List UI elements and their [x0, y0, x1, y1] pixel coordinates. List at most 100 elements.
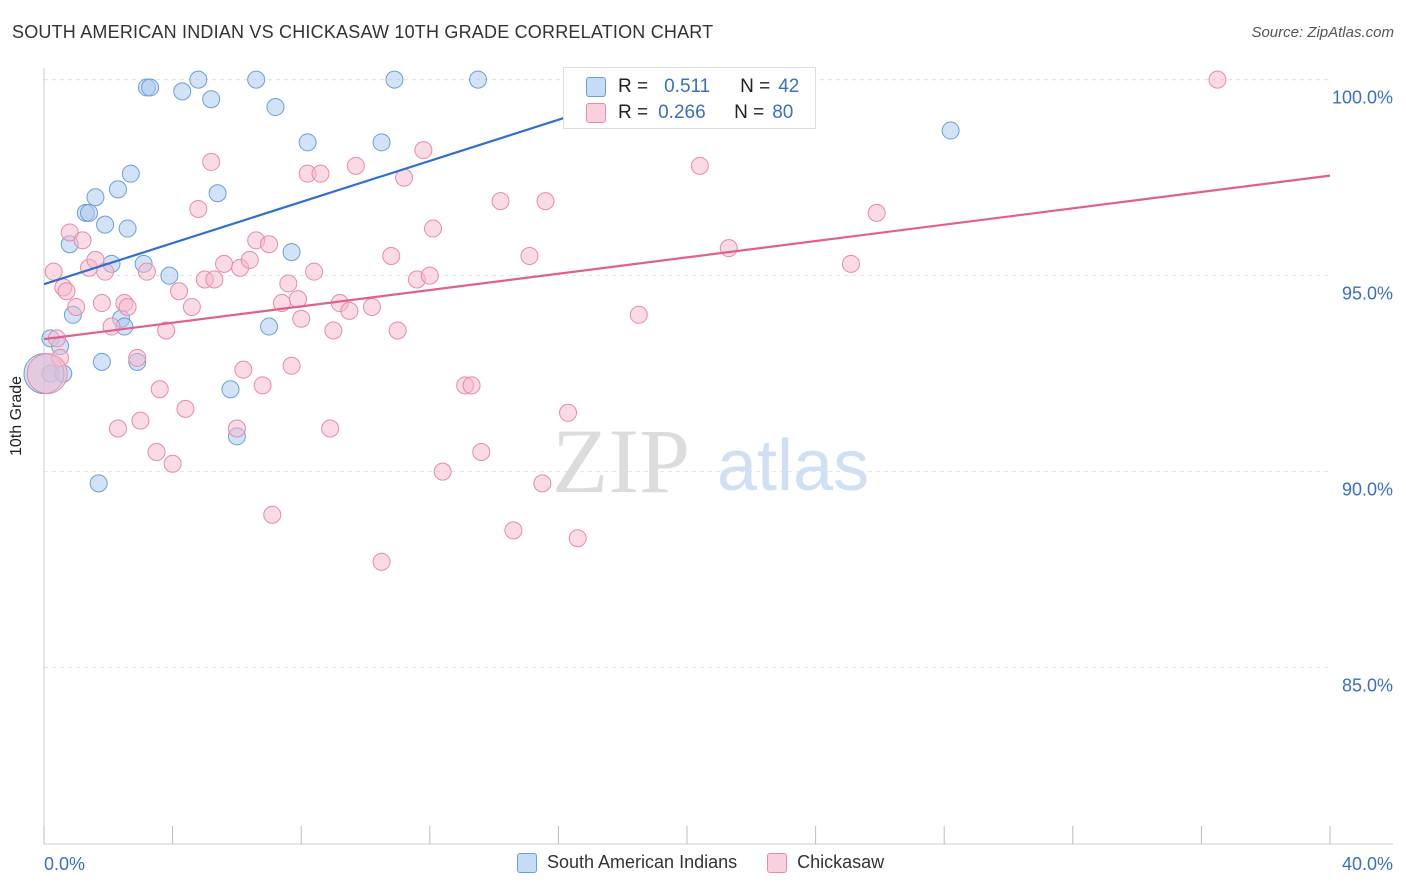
data-point-south-american-indians[interactable]: [372, 133, 391, 152]
data-point-chickasaw[interactable]: [324, 321, 343, 340]
data-point-south-american-indians[interactable]: [89, 474, 108, 493]
data-point-chickasaw[interactable]: [147, 443, 166, 461]
data-point-chickasaw[interactable]: [26, 353, 68, 395]
data-point-chickasaw[interactable]: [568, 529, 587, 548]
data-point-chickasaw[interactable]: [170, 282, 189, 301]
data-point-south-american-indians[interactable]: [160, 266, 179, 285]
data-point-chickasaw[interactable]: [559, 403, 578, 422]
data-point-south-american-indians[interactable]: [108, 180, 127, 199]
data-point-chickasaw[interactable]: [96, 262, 115, 281]
n-value: 80: [772, 102, 794, 123]
data-point-south-american-indians[interactable]: [221, 380, 240, 399]
data-point-chickasaw[interactable]: [240, 250, 259, 269]
data-point-chickasaw[interactable]: [73, 231, 92, 250]
data-point-south-american-indians[interactable]: [469, 70, 488, 89]
data-point-chickasaw[interactable]: [504, 521, 523, 540]
data-point-chickasaw[interactable]: [305, 262, 324, 281]
data-point-chickasaw[interactable]: [420, 266, 439, 285]
data-point-chickasaw[interactable]: [118, 297, 137, 316]
legend-item-chickasaw[interactable]: Chickasaw: [767, 852, 884, 873]
data-point-chickasaw[interactable]: [690, 156, 709, 175]
data-point-south-american-indians[interactable]: [385, 70, 404, 89]
data-point-chickasaw[interactable]: [137, 262, 156, 281]
data-point-south-american-indians[interactable]: [80, 203, 99, 222]
legend-label: Chickasaw: [797, 852, 885, 872]
y-tick-label: 100.0%: [1332, 88, 1393, 108]
data-point-south-american-indians[interactable]: [141, 78, 160, 97]
data-point-chickasaw[interactable]: [67, 297, 86, 316]
y-tick-label: 95.0%: [1342, 284, 1393, 304]
data-point-chickasaw[interactable]: [719, 239, 738, 258]
data-point-south-american-indians[interactable]: [941, 121, 960, 140]
data-point-south-american-indians[interactable]: [121, 164, 140, 183]
data-point-chickasaw[interactable]: [536, 192, 555, 211]
data-point-chickasaw[interactable]: [108, 419, 127, 438]
data-point-chickasaw[interactable]: [150, 380, 169, 399]
data-point-chickasaw[interactable]: [472, 443, 491, 461]
data-point-chickasaw[interactable]: [311, 164, 330, 183]
data-point-chickasaw[interactable]: [215, 254, 234, 273]
data-point-chickasaw[interactable]: [189, 199, 208, 218]
legend-item-south-american-indians[interactable]: South American Indians: [517, 852, 737, 873]
data-point-chickasaw[interactable]: [282, 356, 301, 375]
legend-swatch-blue: [586, 77, 606, 97]
data-point-chickasaw[interactable]: [346, 156, 365, 175]
data-point-south-american-indians[interactable]: [92, 352, 111, 371]
data-point-chickasaw[interactable]: [253, 376, 272, 395]
data-point-chickasaw[interactable]: [424, 219, 443, 238]
data-point-chickasaw[interactable]: [57, 282, 76, 301]
data-point-chickasaw[interactable]: [157, 321, 176, 340]
data-point-chickasaw[interactable]: [629, 305, 648, 324]
data-point-chickasaw[interactable]: [234, 360, 253, 379]
watermark-atlas: atlas: [717, 426, 869, 506]
data-point-chickasaw[interactable]: [321, 419, 340, 438]
r-label: R =: [618, 76, 649, 97]
data-point-chickasaw[interactable]: [362, 297, 381, 316]
data-point-chickasaw[interactable]: [279, 274, 298, 293]
data-point-chickasaw[interactable]: [128, 348, 147, 367]
data-point-chickasaw[interactable]: [533, 474, 552, 493]
x-tick-labels: 0.0% 40.0%: [44, 854, 1393, 874]
data-point-chickasaw[interactable]: [520, 247, 539, 265]
data-point-chickasaw[interactable]: [292, 309, 311, 328]
data-point-chickasaw[interactable]: [182, 297, 201, 316]
data-point-chickasaw[interactable]: [867, 203, 886, 222]
data-point-chickasaw[interactable]: [102, 317, 121, 336]
data-point-south-american-indians[interactable]: [96, 215, 115, 234]
data-point-chickasaw[interactable]: [462, 376, 481, 395]
data-point-chickasaw[interactable]: [260, 235, 279, 254]
data-point-chickasaw[interactable]: [388, 321, 407, 340]
data-point-chickasaw[interactable]: [205, 270, 224, 289]
data-point-chickasaw[interactable]: [372, 552, 391, 571]
data-point-chickasaw[interactable]: [414, 141, 433, 160]
data-point-chickasaw[interactable]: [491, 192, 510, 211]
data-point-chickasaw[interactable]: [1208, 70, 1227, 89]
data-point-chickasaw[interactable]: [382, 247, 401, 265]
data-point-chickasaw[interactable]: [841, 254, 860, 273]
data-point-chickasaw[interactable]: [44, 262, 63, 281]
data-point-chickasaw[interactable]: [131, 411, 150, 430]
data-point-south-american-indians[interactable]: [189, 70, 208, 89]
data-point-chickasaw[interactable]: [202, 152, 221, 171]
series-legend: South American Indians Chickasaw: [517, 852, 914, 873]
data-point-south-american-indians[interactable]: [260, 317, 279, 336]
data-point-south-american-indians[interactable]: [173, 82, 192, 101]
stats-row-south-american-indians: R = 0.511 N = 42: [586, 76, 799, 98]
data-point-chickasaw[interactable]: [227, 419, 246, 438]
data-point-chickasaw[interactable]: [433, 462, 452, 481]
data-point-chickasaw[interactable]: [263, 505, 282, 524]
data-point-south-american-indians[interactable]: [247, 70, 266, 89]
data-point-chickasaw[interactable]: [163, 454, 182, 473]
data-point-south-american-indians[interactable]: [118, 219, 137, 238]
data-point-south-american-indians[interactable]: [86, 188, 105, 207]
data-point-chickasaw[interactable]: [176, 399, 195, 418]
data-point-chickasaw[interactable]: [92, 294, 111, 313]
data-point-south-american-indians[interactable]: [208, 184, 227, 203]
data-point-south-american-indians[interactable]: [266, 98, 285, 117]
data-point-south-american-indians[interactable]: [282, 243, 301, 262]
data-point-south-american-indians[interactable]: [202, 90, 221, 109]
r-value: 0.511: [664, 76, 711, 97]
data-point-south-american-indians[interactable]: [298, 133, 317, 152]
data-point-chickasaw[interactable]: [340, 301, 359, 320]
